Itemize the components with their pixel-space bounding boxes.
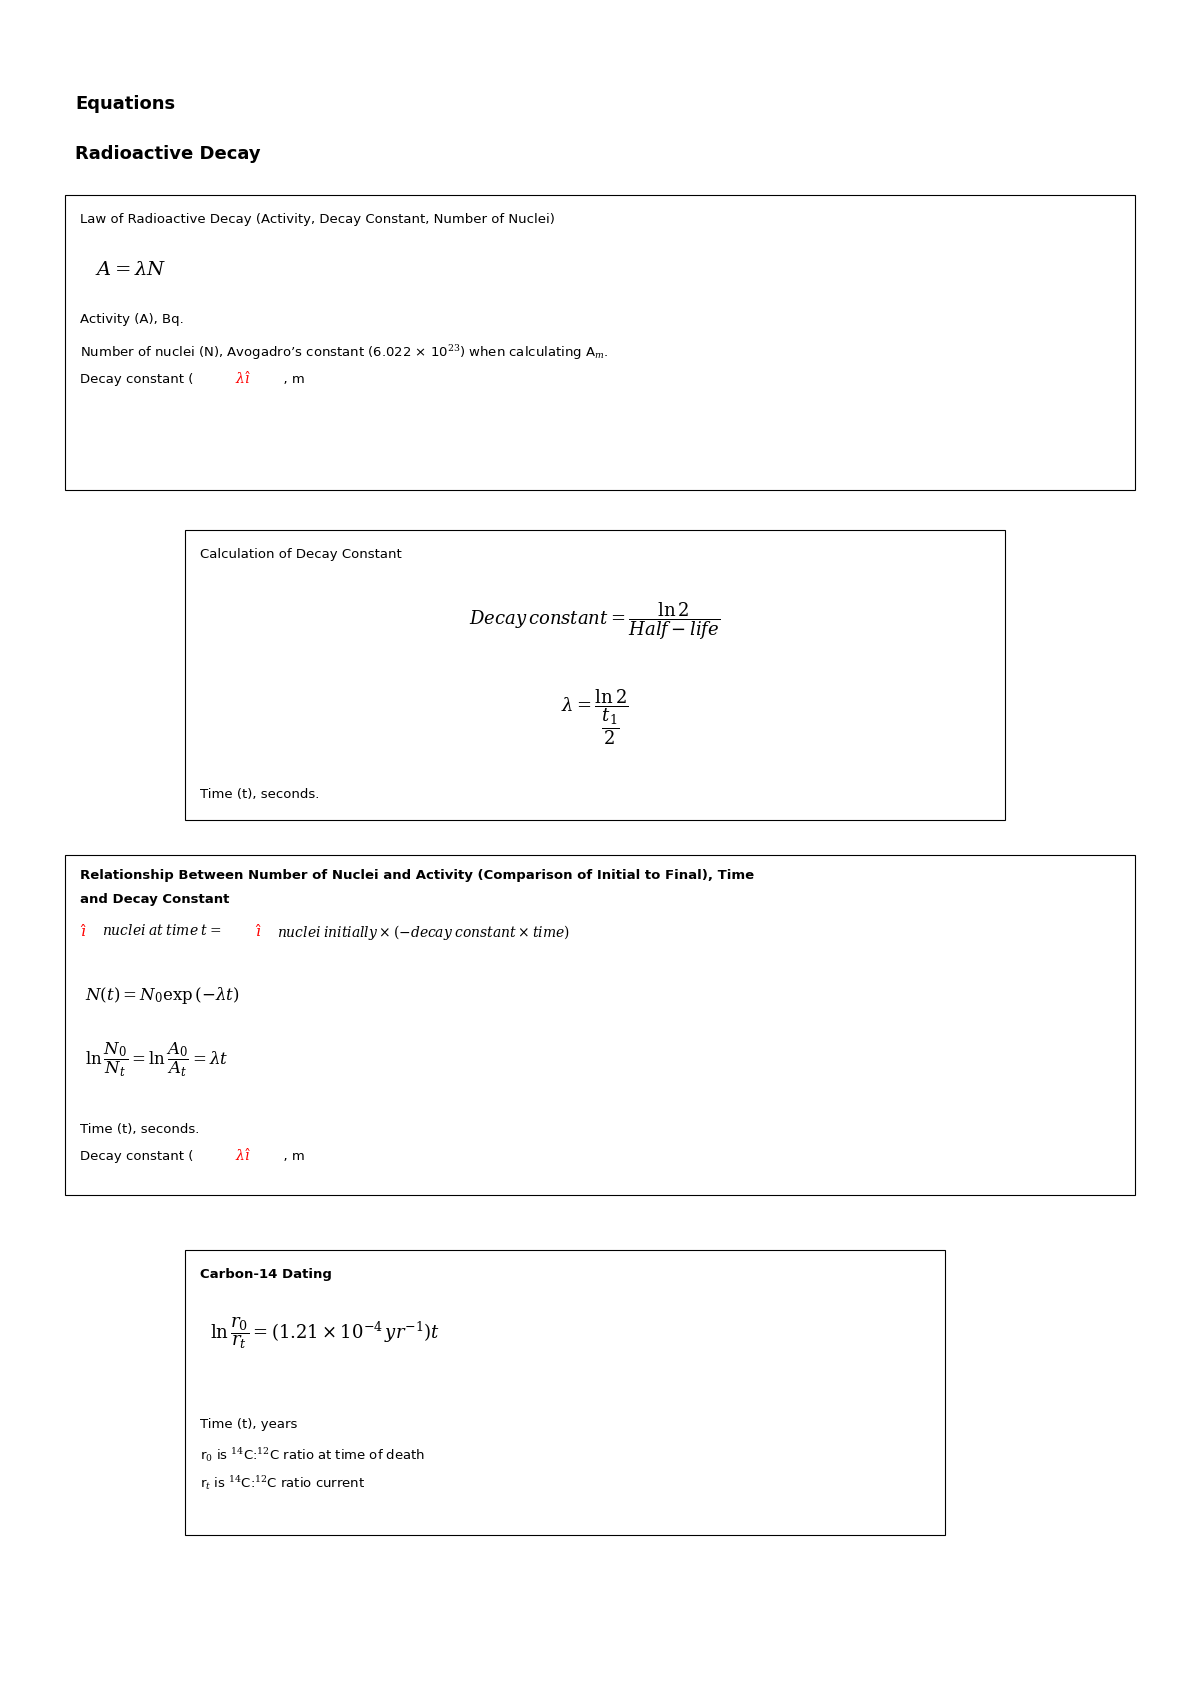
Text: , m: , m: [275, 1150, 305, 1163]
Bar: [185, 1250, 946, 1535]
Text: $\ln\dfrac{r_0}{r_t}=(1.21\times 10^{-4}\,yr^{-1})t$: $\ln\dfrac{r_0}{r_t}=(1.21\times 10^{-4}…: [210, 1314, 440, 1350]
Text: Activity (A), Bq.: Activity (A), Bq.: [80, 312, 184, 326]
Text: Radioactive Decay: Radioactive Decay: [74, 144, 260, 163]
Text: Decay constant (: Decay constant (: [80, 1150, 202, 1163]
Text: Decay constant (: Decay constant (: [80, 374, 202, 385]
Bar: [65, 856, 1135, 1195]
Text: Law of Radioactive Decay (Activity, Decay Constant, Number of Nuclei): Law of Radioactive Decay (Activity, Deca…: [80, 212, 554, 226]
Text: $N(t)=N_0\exp\left(-\lambda t\right)$: $N(t)=N_0\exp\left(-\lambda t\right)$: [85, 985, 240, 1005]
Text: $\lambda=\dfrac{\ln 2}{\dfrac{t_1}{2}}$: $\lambda=\dfrac{\ln 2}{\dfrac{t_1}{2}}$: [562, 688, 629, 747]
Text: $nuclei\;initially\times(-decay\;constant\times time)$: $nuclei\;initially\times(-decay\;constan…: [277, 924, 570, 942]
Text: Time (t), years: Time (t), years: [200, 1418, 298, 1431]
Text: $\hat{\imath}$: $\hat{\imath}$: [80, 924, 86, 941]
Text: Time (t), seconds.: Time (t), seconds.: [80, 1122, 199, 1136]
Text: Equations: Equations: [74, 95, 175, 114]
Text: Calculation of Decay Constant: Calculation of Decay Constant: [200, 548, 402, 560]
Text: $\lambda\hat{\imath}$: $\lambda\hat{\imath}$: [235, 1148, 252, 1163]
Text: $nuclei\;at\;time\;t=$: $nuclei\;at\;time\;t=$: [102, 924, 221, 937]
Text: r$_0$ is $^{14}$C:$^{12}$C ratio at time of death: r$_0$ is $^{14}$C:$^{12}$C ratio at time…: [200, 1447, 425, 1464]
Text: $\mathit{Decay\,constant}=\dfrac{\ln 2}{\mathit{Half-life}}$: $\mathit{Decay\,constant}=\dfrac{\ln 2}{…: [469, 599, 721, 642]
Text: Number of nuclei (N), Avogadro’s constant (6.022 × 10$^{23}$) when calculating A: Number of nuclei (N), Avogadro’s constan…: [80, 343, 608, 362]
Text: r$_t$ is $^{14}$C:$^{12}$C ratio current: r$_t$ is $^{14}$C:$^{12}$C ratio current: [200, 1474, 365, 1493]
Bar: [65, 195, 1135, 491]
Text: , m: , m: [275, 374, 305, 385]
Text: Carbon-14 Dating: Carbon-14 Dating: [200, 1268, 332, 1280]
Text: $\hat{\imath}$: $\hat{\imath}$: [256, 924, 262, 941]
Bar: [185, 530, 1006, 820]
Text: $\lambda\hat{\imath}$: $\lambda\hat{\imath}$: [235, 370, 252, 387]
Text: $A=\lambda N$: $A=\lambda N$: [95, 260, 167, 278]
Text: Relationship Between Number of Nuclei and Activity (Comparison of Initial to Fin: Relationship Between Number of Nuclei an…: [80, 869, 754, 881]
Text: and Decay Constant: and Decay Constant: [80, 893, 229, 907]
Text: $\ln\dfrac{N_0}{N_t}=\ln\dfrac{A_0}{A_t}=\lambda t$: $\ln\dfrac{N_0}{N_t}=\ln\dfrac{A_0}{A_t}…: [85, 1039, 228, 1078]
Text: Time (t), seconds.: Time (t), seconds.: [200, 788, 319, 801]
